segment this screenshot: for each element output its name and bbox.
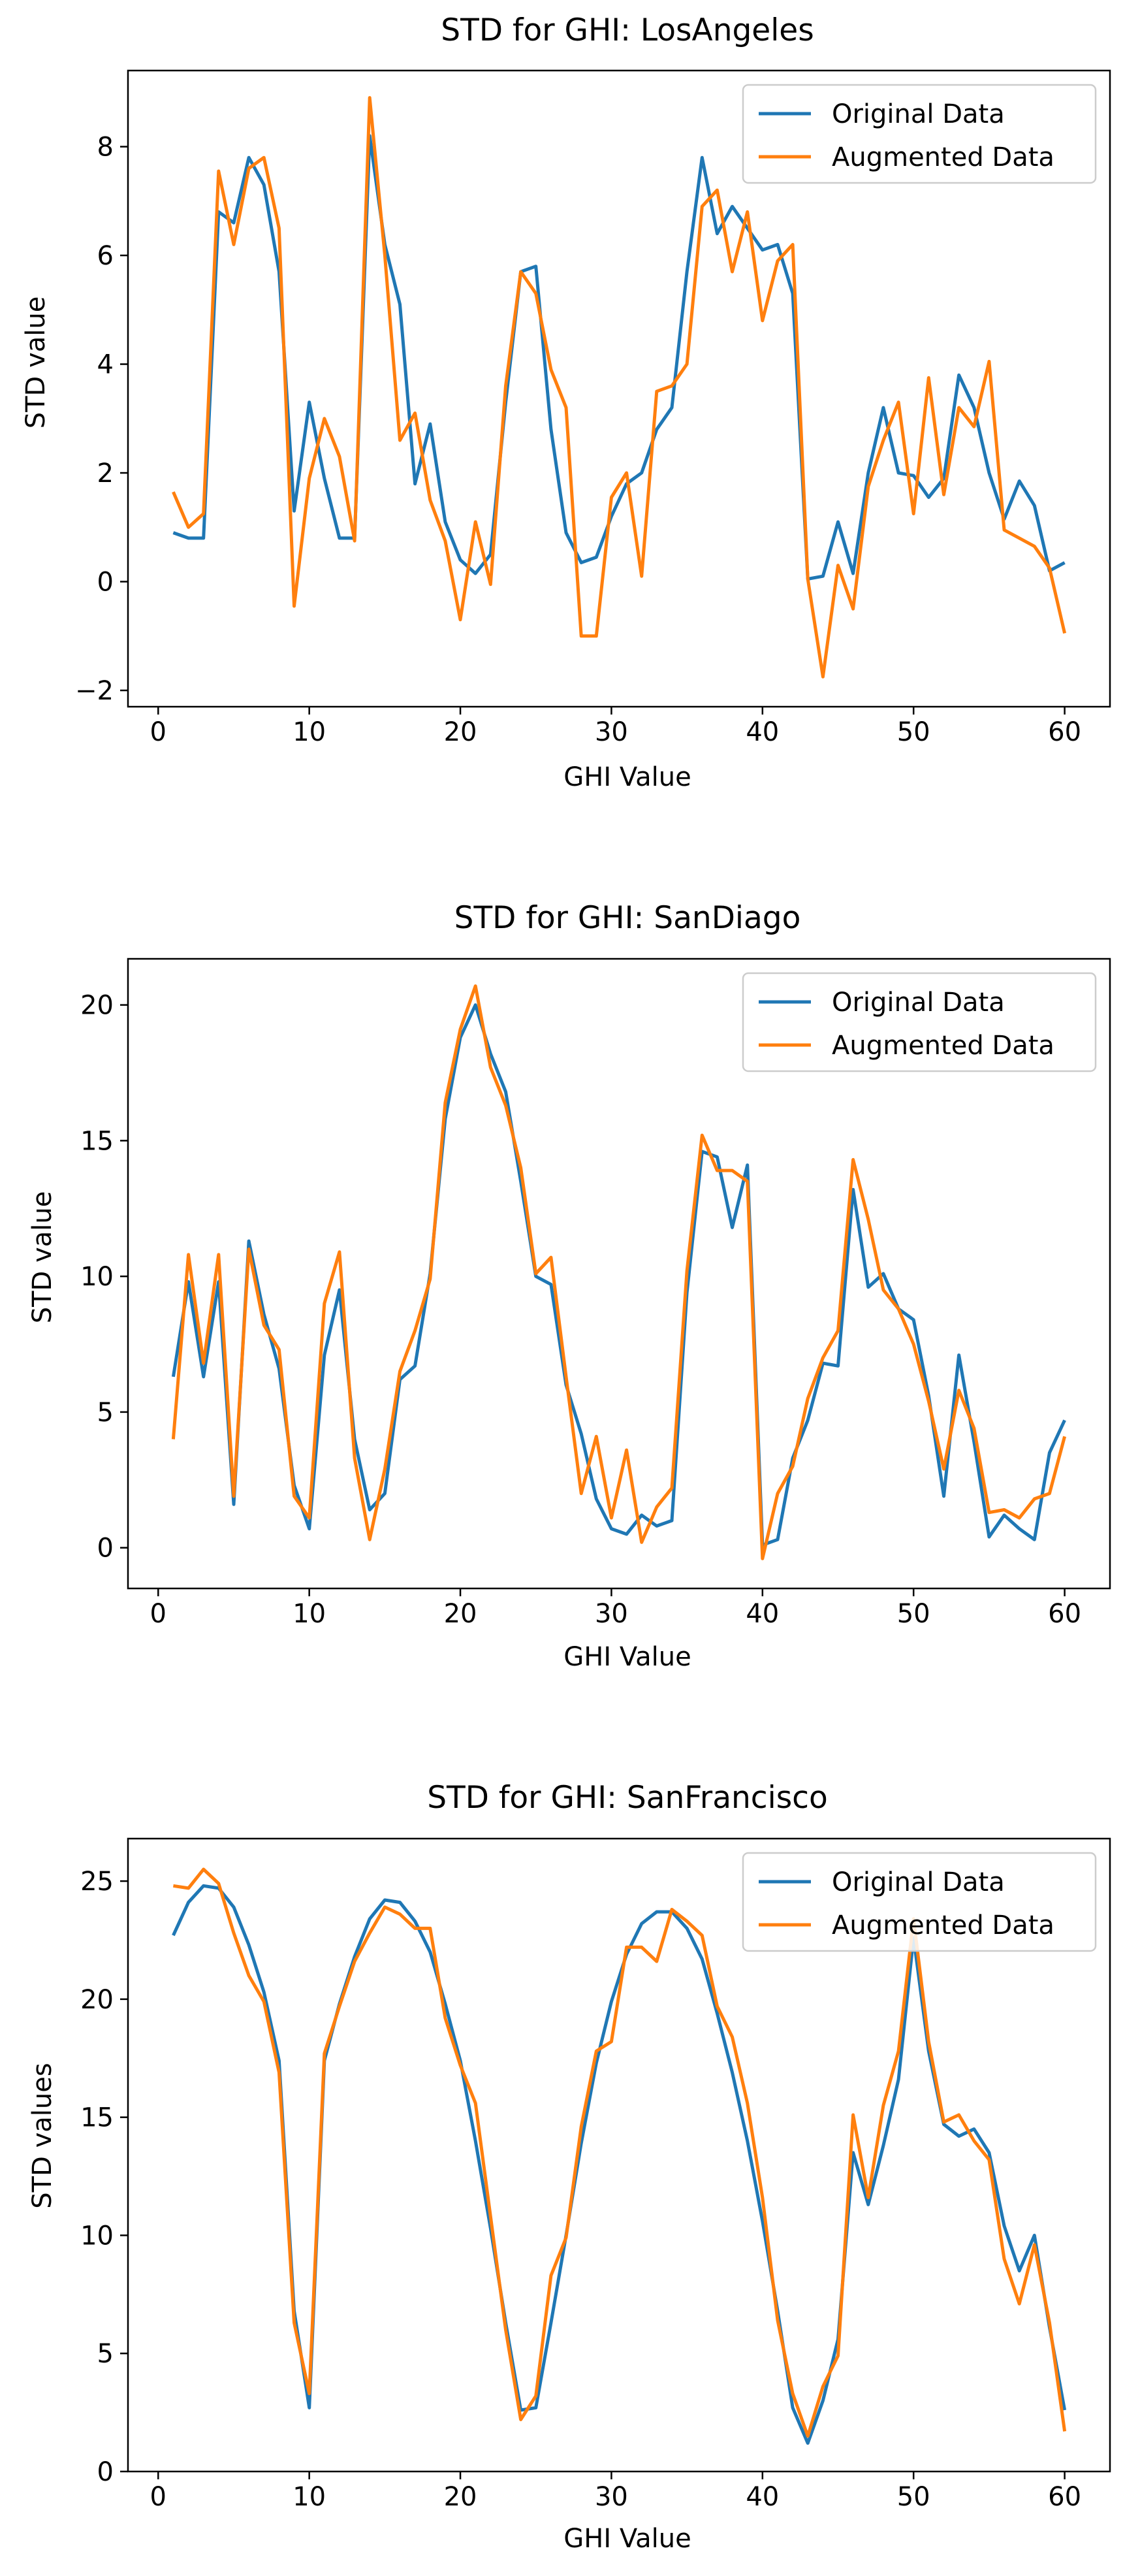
legend-label: Augmented Data bbox=[832, 142, 1054, 172]
x-tick-label: 40 bbox=[746, 1599, 779, 1629]
x-tick-label: 10 bbox=[293, 2482, 326, 2512]
x-tick-label: 10 bbox=[293, 1599, 326, 1629]
series-line-original bbox=[171, 1003, 1066, 1547]
y-tick-label: 15 bbox=[80, 2103, 114, 2133]
x-tick-label: 20 bbox=[444, 717, 477, 747]
x-tick-label: 20 bbox=[444, 1599, 477, 1629]
y-axis-label: STD value bbox=[21, 297, 51, 429]
chart-san-francisco: STD for GHI: SanFrancisco GHI Value STD … bbox=[27, 1780, 1111, 2554]
x-tick-label: 40 bbox=[746, 717, 779, 747]
chart-title: STD for GHI: SanDiago bbox=[454, 900, 801, 936]
series-line-augmented bbox=[171, 984, 1067, 1560]
x-tick-label: 0 bbox=[150, 1599, 166, 1629]
x-tick-label: 60 bbox=[1048, 717, 1081, 747]
x-axis-label: GHI Value bbox=[563, 1642, 691, 1672]
x-tick-label: 30 bbox=[595, 1599, 628, 1629]
y-tick-label: 4 bbox=[97, 350, 114, 380]
y-tick-label: 0 bbox=[97, 2457, 114, 2487]
legend bbox=[742, 1852, 1097, 1952]
y-tick-label: 5 bbox=[97, 2339, 114, 2369]
legend-label: Original Data bbox=[832, 99, 1005, 129]
y-tick-label: 15 bbox=[80, 1126, 114, 1156]
x-tick-label: 10 bbox=[293, 717, 326, 747]
y-axis-label: STD value bbox=[27, 1191, 57, 1324]
legend-label: Augmented Data bbox=[832, 1031, 1054, 1061]
chart-los-angeles: STD for GHI: LosAngeles GHI Value STD va… bbox=[21, 12, 1111, 792]
x-tick-label: 60 bbox=[1048, 1599, 1081, 1629]
x-tick-label: 40 bbox=[746, 2482, 779, 2512]
y-tick-label: 10 bbox=[80, 1262, 114, 1292]
y-tick-label: 25 bbox=[80, 1867, 114, 1897]
y-axis-label: STD values bbox=[27, 2063, 57, 2208]
legend bbox=[742, 972, 1097, 1072]
y-tick-label: 20 bbox=[80, 1985, 114, 2015]
series-line-augmented bbox=[172, 96, 1067, 679]
y-tick-label: 0 bbox=[97, 568, 114, 598]
y-tick-label: 20 bbox=[80, 991, 114, 1021]
legend-label: Original Data bbox=[832, 988, 1005, 1018]
chart-title: STD for GHI: LosAngeles bbox=[441, 12, 814, 48]
x-axis-label: GHI Value bbox=[563, 762, 691, 792]
y-tick-label: 0 bbox=[97, 1534, 114, 1564]
x-tick-label: 50 bbox=[897, 717, 930, 747]
axes-frame bbox=[127, 1837, 1111, 2473]
chart-san-diago: STD for GHI: SanDiago GHI Value STD valu… bbox=[27, 900, 1111, 1672]
x-tick-label: 30 bbox=[595, 717, 628, 747]
axes-frame bbox=[127, 69, 1111, 708]
x-tick-label: 30 bbox=[595, 2482, 628, 2512]
x-axis-label: GHI Value bbox=[563, 2524, 691, 2554]
y-tick-label: 8 bbox=[97, 133, 114, 163]
y-tick-label: 10 bbox=[80, 2221, 114, 2251]
x-tick-label: 0 bbox=[150, 717, 166, 747]
chart-title: STD for GHI: SanFrancisco bbox=[427, 1780, 828, 1816]
legend-label: Augmented Data bbox=[832, 1910, 1054, 1940]
x-tick-label: 50 bbox=[897, 2482, 930, 2512]
legend-label: Original Data bbox=[832, 1867, 1005, 1897]
y-tick-label: 2 bbox=[97, 459, 114, 489]
x-tick-label: 50 bbox=[897, 1599, 930, 1629]
y-tick-label: −2 bbox=[75, 676, 114, 706]
x-tick-label: 20 bbox=[444, 2482, 477, 2512]
y-tick-label: 5 bbox=[97, 1398, 114, 1428]
x-tick-label: 60 bbox=[1048, 2482, 1081, 2512]
axes-frame bbox=[127, 958, 1111, 1590]
x-tick-label: 0 bbox=[150, 2482, 166, 2512]
y-tick-label: 6 bbox=[97, 241, 114, 271]
legend bbox=[742, 84, 1097, 184]
